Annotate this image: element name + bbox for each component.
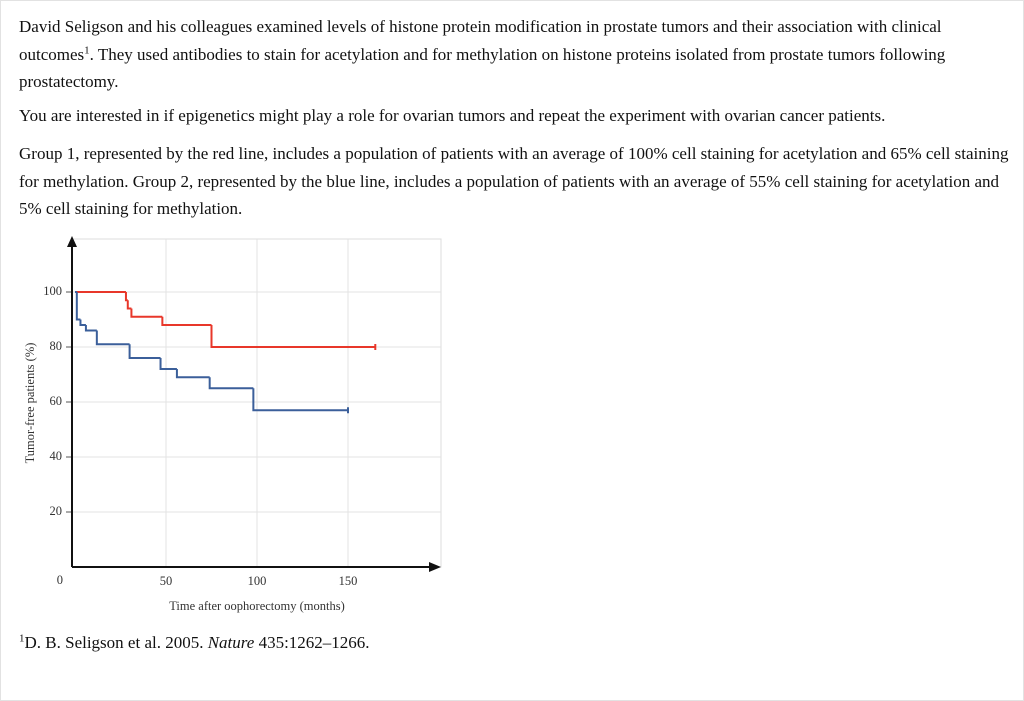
paragraph: Group 1, represented by the red line, in…: [19, 144, 1009, 218]
km-step: [126, 300, 132, 310]
y-axis-arrow: [67, 236, 77, 247]
km-step: [79, 319, 86, 326]
paragraph: David Seligson and his colleagues examin…: [19, 13, 1009, 96]
y-tick-label: 80: [50, 339, 63, 353]
km-step: [175, 369, 210, 379]
y-tick-label: 0: [57, 573, 63, 587]
journal: Nature: [207, 633, 255, 652]
km-step: [161, 316, 212, 326]
y-tick-label: 40: [50, 449, 63, 463]
footnote: 1D. B. Seligson et al. 2005. Nature 435:…: [19, 633, 370, 653]
x-tick-label: 50: [160, 574, 173, 588]
x-tick-label: 150: [339, 574, 358, 588]
km-step: [75, 292, 81, 321]
km-step: [128, 344, 161, 359]
text: . They used antibodies to stain for acet…: [19, 44, 946, 92]
km-step: [95, 330, 130, 346]
y-axis-label: Tumor-free patients (%): [23, 343, 37, 464]
x-tick-label: 100: [248, 574, 267, 588]
km-step: [252, 388, 348, 412]
km-step: [159, 358, 177, 370]
km-step: [130, 308, 163, 318]
km-step: [210, 325, 376, 348]
x-axis-arrow: [429, 562, 441, 572]
text: David Seligson and his colleagues examin…: [19, 17, 942, 64]
km-step: [124, 292, 128, 302]
km-step: [208, 377, 254, 390]
y-tick-label: 100: [43, 284, 62, 298]
x-axis-label: Time after oophorectomy (months): [169, 599, 345, 613]
y-tick-label: 20: [50, 504, 63, 518]
chart: Time after oophorectomy (months) Tumor-f…: [23, 236, 442, 613]
y-tick-label: 60: [50, 394, 63, 408]
paragraph: You are interested in if epigenetics mig…: [19, 106, 886, 125]
superscript: 1: [84, 43, 90, 56]
text: 435:1262–1266.: [254, 633, 370, 652]
superscript: 1: [19, 632, 25, 645]
text: D. B. Seligson et al. 2005.: [24, 633, 208, 652]
km-step: [84, 325, 97, 332]
